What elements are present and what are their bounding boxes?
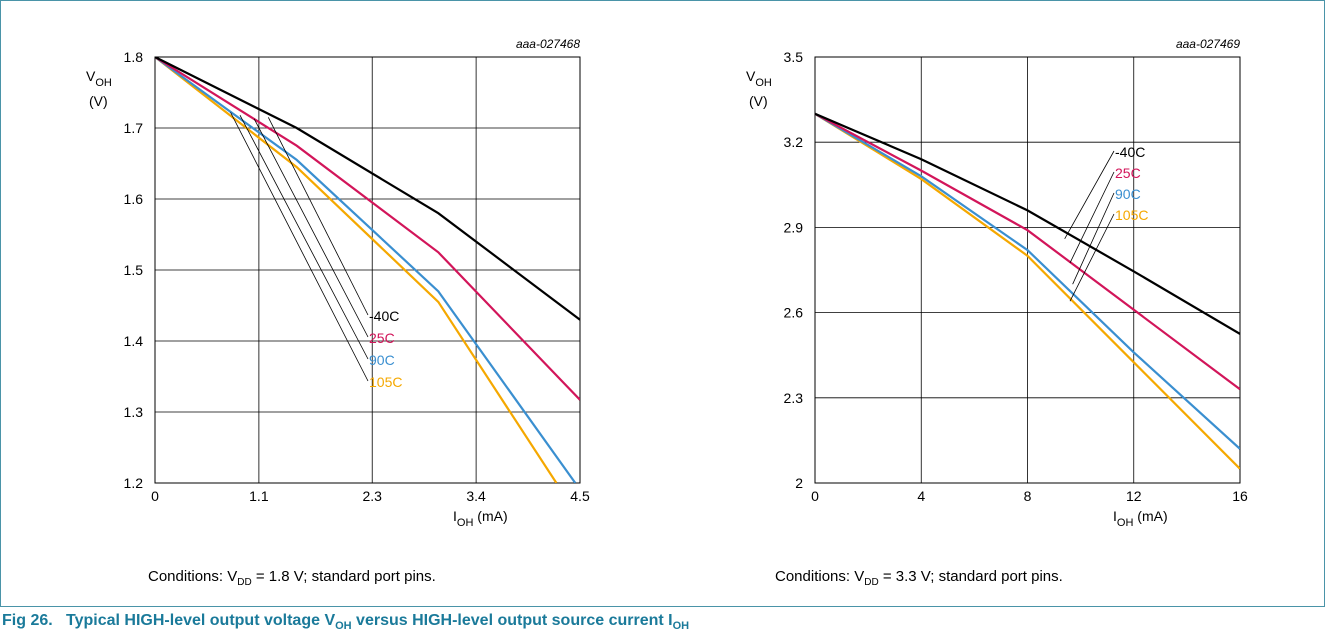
c0-y-axis-unit: (V) xyxy=(89,93,108,109)
c0-x-axis-title-unit: (mA) xyxy=(473,508,507,524)
c0-series-line-90C xyxy=(155,57,577,483)
conditions-left: Conditions: VDD = 1.8 V; standard port p… xyxy=(148,568,436,588)
c0-legend-label: 105C xyxy=(369,374,402,390)
conditions-left-sub: DD xyxy=(237,577,252,588)
c1-y-axis-title-main: V xyxy=(746,68,756,84)
c1-y-axis-unit: (V) xyxy=(749,93,768,109)
c1-legend-label: 105C xyxy=(1115,207,1148,223)
c1-x-axis-title-main: I xyxy=(1113,508,1117,524)
c0-series-line-25C xyxy=(155,57,580,401)
c0-y-axis-title: VOH xyxy=(86,68,112,89)
c1-x-tick-label: 8 xyxy=(1024,488,1032,504)
c0-legend-label: 25C xyxy=(369,330,395,346)
c1-x-tick-label: 0 xyxy=(811,488,819,504)
c1-series-line-25C xyxy=(815,112,1240,391)
c0-y-tick-label: 1.4 xyxy=(124,333,144,349)
conditions-right-sub: DD xyxy=(864,577,879,588)
c0-y-tick-label: 1.2 xyxy=(124,475,144,491)
c0-leader-line xyxy=(267,117,369,316)
c0-legend-label: -40C xyxy=(369,308,399,324)
c1-x-tick-label: 12 xyxy=(1126,488,1142,504)
c1-y-axis-title-sub: OH xyxy=(755,77,772,89)
c1-y-tick-label: 2.6 xyxy=(784,305,804,321)
c0-x-axis-title: IOH (mA) xyxy=(453,508,508,529)
c1-x-tick-label: 4 xyxy=(917,488,925,504)
chart-right: 0 4 8 12 1622.32.62.93.23.5aaa-027469VOH(V)I… xyxy=(746,37,1248,529)
c0-series-line-105C xyxy=(155,57,558,483)
c0-y-tick-label: 1.8 xyxy=(124,49,144,65)
c1-series-line--40C xyxy=(815,112,1240,335)
figure-number: Fig 26. xyxy=(2,612,53,629)
conditions-right: Conditions: VDD = 3.3 V; standard port p… xyxy=(775,568,1063,588)
caption-mid: versus HIGH-level output source current … xyxy=(351,612,673,629)
c1-plot-border xyxy=(814,56,1241,484)
c0-x-tick-label: 1.1 xyxy=(249,488,269,504)
c1-x-tick-label: 16 xyxy=(1232,488,1248,504)
c0-series-line--40C xyxy=(155,57,580,321)
c1-leader-line xyxy=(1069,213,1115,302)
c1-x-axis-title-unit: (mA) xyxy=(1133,508,1167,524)
c1-y-tick-label: 2.3 xyxy=(784,390,804,406)
c1-legend-label: 25C xyxy=(1115,165,1141,181)
caption-sub1: OH xyxy=(335,620,352,633)
c0-x-axis-title-main: I xyxy=(453,508,457,524)
c1-identifier: aaa-027469 xyxy=(1176,37,1240,51)
c0-y-axis-title-sub: OH xyxy=(95,77,112,89)
c1-x-axis-title-sub: OH xyxy=(1117,517,1134,529)
c0-leader-line xyxy=(239,115,369,360)
c0-x-tick-label: 0 xyxy=(151,488,159,504)
c0-y-axis-title-main: V xyxy=(86,68,96,84)
c0-leader-line xyxy=(253,118,369,338)
c0-y-tick-label: 1.3 xyxy=(124,404,144,420)
caption-pre: Typical HIGH-level output voltage V xyxy=(66,612,336,629)
c0-x-axis-title-sub: OH xyxy=(457,517,474,529)
c0-x-tick-label: 2.3 xyxy=(362,488,382,504)
c0-x-tick-label: 4.5 xyxy=(570,488,590,504)
conditions-right-pre: Conditions: V xyxy=(775,568,865,585)
c0-plot-border xyxy=(154,56,581,484)
c1-y-axis-title: VOH xyxy=(746,68,772,89)
c0-y-tick-label: 1.7 xyxy=(124,120,144,136)
conditions-left-post: = 1.8 V; standard port pins. xyxy=(251,568,436,585)
c1-y-tick-label: 2.9 xyxy=(784,219,804,235)
c1-leader-line xyxy=(1064,150,1115,239)
c1-series-line-90C xyxy=(815,112,1240,450)
chart-left: 0 1.1 2.3 3.4 4.5 1.2 1.3 1.4 1.5 1.6 1.7 1.8 aaa-02… xyxy=(86,37,590,529)
figure-caption: Fig 26. Typical HIGH-level output voltag… xyxy=(2,612,689,632)
conditions-left-pre: Conditions: V xyxy=(148,568,238,585)
c0-y-tick-label: 1.5 xyxy=(124,262,144,278)
c1-legend-label: 90C xyxy=(1115,186,1141,202)
c0-x-tick-label: 3.4 xyxy=(466,488,486,504)
c1-series-line-105C xyxy=(815,112,1240,470)
c0-leader-line xyxy=(230,112,369,382)
c1-y-tick-label: 3.5 xyxy=(784,49,804,65)
c1-leader-line xyxy=(1069,171,1115,264)
c0-legend-label: 90C xyxy=(369,352,395,368)
c1-y-tick-label: 3.2 xyxy=(784,134,804,150)
c1-leader-line xyxy=(1072,192,1115,285)
c1-x-axis-title: IOH (mA) xyxy=(1113,508,1168,529)
conditions-right-post: = 3.3 V; standard port pins. xyxy=(878,568,1063,585)
c1-y-tick-label: 2 xyxy=(795,475,803,491)
c1-legend-label: -40C xyxy=(1115,144,1145,160)
c0-y-tick-label: 1.6 xyxy=(124,191,144,207)
c0-identifier: aaa-027468 xyxy=(516,37,580,51)
caption-sub2: OH xyxy=(672,620,690,633)
